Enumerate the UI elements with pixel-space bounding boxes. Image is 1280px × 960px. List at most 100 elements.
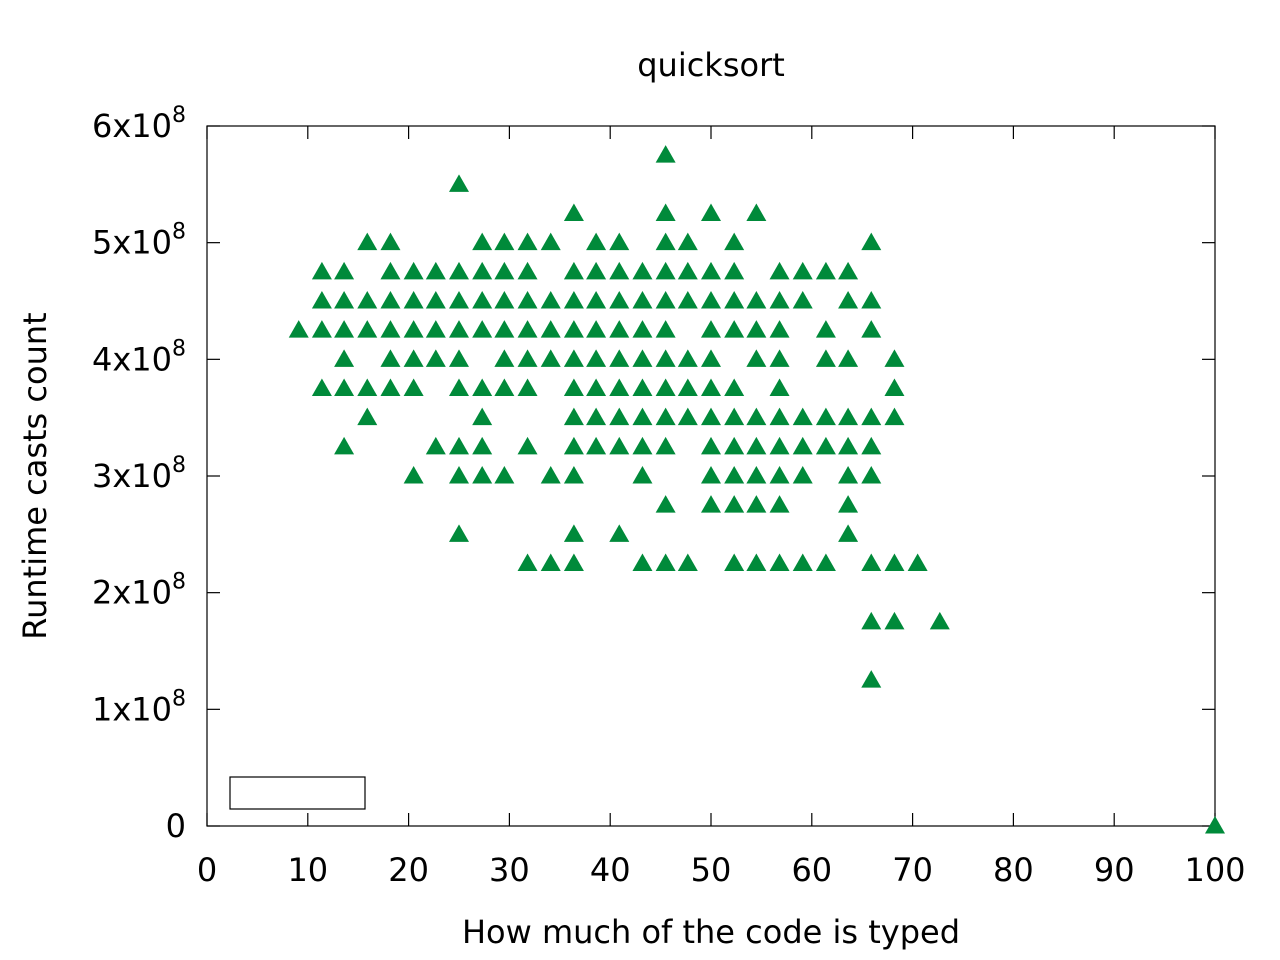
scatter-point bbox=[563, 291, 584, 309]
scatter-point bbox=[632, 553, 653, 571]
scatter-point bbox=[769, 291, 790, 309]
scatter-point bbox=[701, 203, 721, 221]
scatter-point bbox=[724, 466, 745, 484]
scatter-point bbox=[769, 407, 790, 426]
scatter-point bbox=[746, 349, 767, 367]
scatter-point bbox=[792, 407, 813, 426]
scatter-point bbox=[815, 407, 836, 426]
scatter-point bbox=[334, 261, 355, 280]
scatter-point bbox=[838, 466, 859, 484]
x-tick-label: 40 bbox=[590, 851, 631, 889]
scatter-point bbox=[403, 466, 424, 484]
scatter-point bbox=[655, 320, 676, 338]
scatter-point bbox=[632, 466, 653, 484]
x-tick-label: 20 bbox=[388, 851, 429, 889]
scatter-point bbox=[838, 291, 859, 309]
scatter-point bbox=[609, 436, 630, 455]
scatter-point bbox=[425, 261, 446, 280]
scatter-point bbox=[701, 349, 721, 367]
scatter-point bbox=[449, 466, 469, 484]
scatter-point bbox=[838, 436, 859, 455]
scatter-point bbox=[517, 291, 538, 309]
scatter-point bbox=[586, 349, 607, 367]
scatter-point bbox=[311, 320, 332, 338]
scatter-point bbox=[609, 320, 630, 338]
scatter-point bbox=[701, 320, 721, 338]
scatter-point bbox=[701, 378, 721, 396]
scatter-point bbox=[701, 407, 721, 426]
scatter-point bbox=[449, 174, 469, 192]
scatter-point bbox=[861, 670, 882, 688]
scatter-point bbox=[884, 349, 905, 367]
plot-frame bbox=[206, 125, 1216, 827]
scatter-point bbox=[357, 291, 378, 309]
scatter-point bbox=[380, 349, 401, 367]
scatter-point bbox=[472, 407, 493, 426]
scatter-point bbox=[517, 436, 538, 455]
scatter-point bbox=[403, 261, 424, 280]
scatter-point bbox=[472, 261, 493, 280]
scatter-point bbox=[586, 291, 607, 309]
scatter-point bbox=[815, 436, 836, 455]
y-tick-label-base: 3x10 bbox=[92, 457, 172, 495]
scatter-point bbox=[563, 378, 584, 396]
scatter-point bbox=[609, 524, 630, 542]
scatter-point bbox=[563, 436, 584, 455]
scatter-point bbox=[724, 436, 745, 455]
scatter-point bbox=[677, 232, 698, 251]
scatter-point bbox=[357, 378, 378, 396]
scatter-point bbox=[517, 232, 538, 251]
scatter-point bbox=[472, 291, 493, 309]
scatter-point bbox=[403, 378, 424, 396]
legend-box bbox=[229, 776, 366, 810]
y-tick-label: 0 bbox=[166, 807, 186, 845]
scatter-point bbox=[586, 436, 607, 455]
scatter-point bbox=[357, 232, 378, 251]
y-tick-label-base: 5x10 bbox=[92, 224, 172, 262]
scatter-point bbox=[655, 349, 676, 367]
scatter-point bbox=[724, 407, 745, 426]
scatter-point bbox=[769, 261, 790, 280]
scatter-point bbox=[701, 495, 721, 513]
scatter-point bbox=[655, 407, 676, 426]
scatter-point bbox=[746, 436, 767, 455]
scatter-point bbox=[425, 291, 446, 309]
scatter-point bbox=[586, 320, 607, 338]
scatter-point bbox=[838, 261, 859, 280]
scatter-point bbox=[632, 349, 653, 367]
y-tick-label: 5x108 bbox=[92, 220, 186, 262]
scatter-point bbox=[586, 407, 607, 426]
x-tick-label: 100 bbox=[1184, 851, 1245, 889]
y-tick-label-base: 1x10 bbox=[92, 690, 172, 728]
scatter-point bbox=[632, 378, 653, 396]
scatter-point bbox=[677, 407, 698, 426]
scatter-point bbox=[425, 320, 446, 338]
scatter-point bbox=[334, 378, 355, 396]
scatter-point bbox=[449, 261, 469, 280]
scatter-point bbox=[632, 261, 653, 280]
scatter-point bbox=[609, 232, 630, 251]
scatter-point bbox=[563, 466, 584, 484]
scatter-point bbox=[861, 291, 882, 309]
scatter-point bbox=[884, 407, 905, 426]
scatter-point bbox=[586, 232, 607, 251]
scatter-point bbox=[929, 611, 950, 630]
scatter-point bbox=[540, 466, 561, 484]
x-tick-label: 10 bbox=[287, 851, 328, 889]
scatter-point bbox=[838, 407, 859, 426]
x-tick-label: 80 bbox=[993, 851, 1034, 889]
scatter-point bbox=[563, 407, 584, 426]
scatter-point bbox=[563, 320, 584, 338]
x-tick-label: 90 bbox=[1094, 851, 1135, 889]
scatter-point bbox=[449, 524, 469, 542]
scatter-point bbox=[746, 203, 767, 221]
scatter-point bbox=[380, 261, 401, 280]
scatter-point bbox=[540, 553, 561, 571]
chart-title: quicksort bbox=[637, 46, 785, 84]
scatter-point bbox=[655, 145, 676, 163]
scatter-point bbox=[838, 524, 859, 542]
scatter-point bbox=[861, 466, 882, 484]
scatter-point bbox=[517, 378, 538, 396]
scatter-point bbox=[724, 495, 745, 513]
